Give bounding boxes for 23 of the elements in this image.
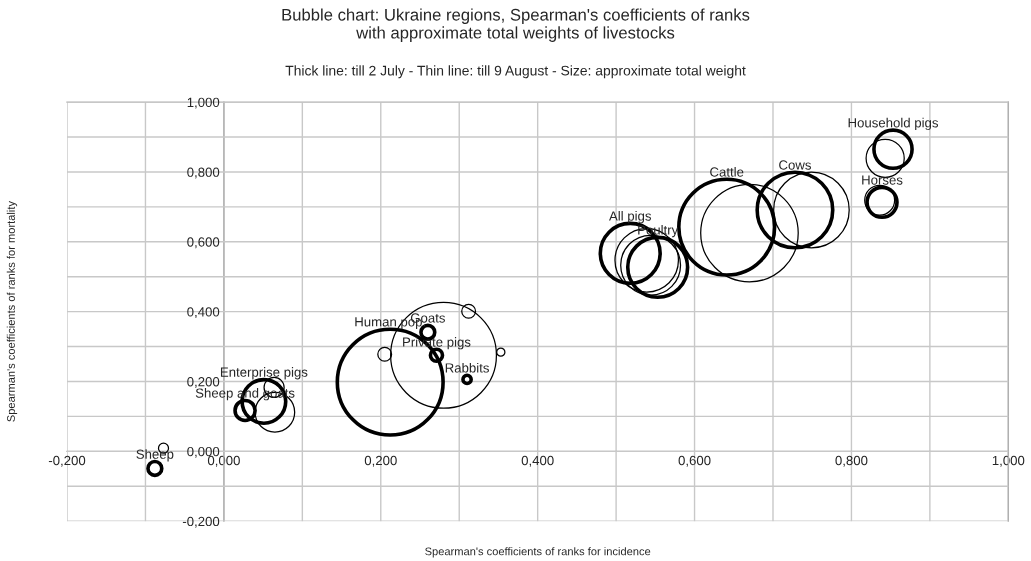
y-tick-label: 0,800 <box>187 167 220 179</box>
x-tick-label: 0,200 <box>364 455 397 467</box>
annotation: Rabbits <box>445 362 489 373</box>
x-tick-label: -0,200 <box>48 455 86 467</box>
y-tick-label: -0,200 <box>182 516 220 528</box>
annotation: Cattle <box>710 166 744 177</box>
annotation: Household pigs <box>848 117 939 131</box>
x-tick-label: 0,400 <box>521 455 554 467</box>
annotation: Cows <box>779 160 811 170</box>
annotation: Horses <box>862 175 903 185</box>
y-tick-label: 0,400 <box>187 307 220 319</box>
y-axis-title: Spearman's coefficients of ranks for mortality <box>6 201 18 422</box>
annotation: Enterprise pigs <box>220 367 308 380</box>
annotation: All pigs <box>608 210 652 224</box>
y-tick-label: 1,000 <box>187 97 220 109</box>
x-axis-title: Spearman's coefficients of ranks for incidence <box>425 547 651 558</box>
annotation: Sheep <box>136 449 174 462</box>
x-tick-label: 0,600 <box>678 455 711 467</box>
chart-subtitle: Thick line: till 2 July - Thin line: till 9 August - Size: approximate total weight <box>285 65 746 79</box>
chart-title: Bubble chart: Ukraine regions, Spearman's coefficients of ranks with approximate total weights of livestocks <box>282 8 750 42</box>
x-tick-label: 0,800 <box>835 455 868 467</box>
y-tick-label: 0,600 <box>187 237 220 249</box>
y-tick-label: 0,200 <box>187 377 220 388</box>
